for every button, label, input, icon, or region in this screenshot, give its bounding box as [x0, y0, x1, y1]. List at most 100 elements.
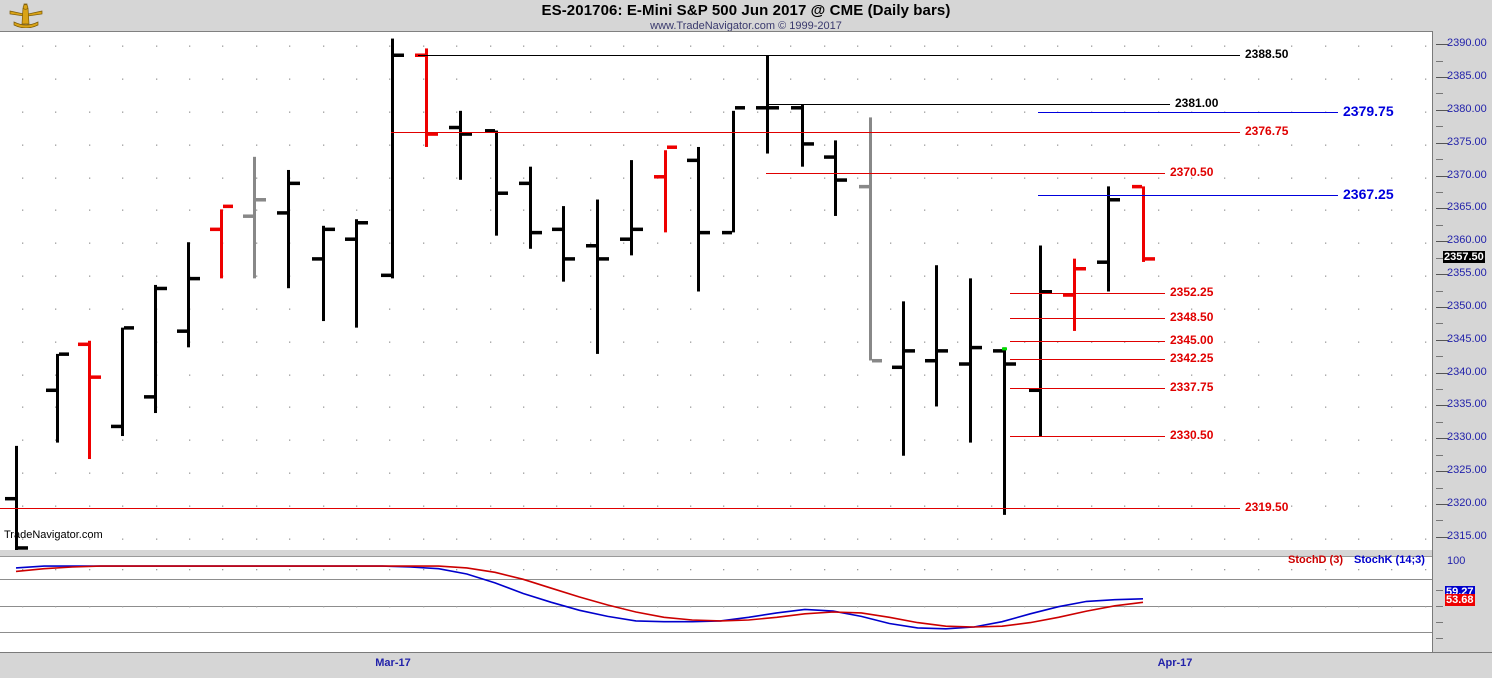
price-level-label-2381-00: 2381.00: [1175, 96, 1219, 111]
stoch-axis-label-100: 100: [1447, 555, 1466, 567]
price-axis-tick: [1436, 109, 1448, 111]
price-axis-tick: [1436, 536, 1448, 538]
ohlc-bar-body: [187, 242, 190, 348]
ohlc-bar-body: [253, 156, 256, 279]
ohlc-bar-body: [15, 445, 18, 551]
price-level-label-2345-00: 2345.00: [1170, 332, 1214, 347]
price-axis-label: 2315.00: [1447, 529, 1487, 542]
stochastic-panel[interactable]: [0, 556, 1432, 654]
price-axis-tick: [1436, 208, 1448, 210]
price-axis-tick: [1436, 471, 1448, 473]
price-axis-minor-tick: [1436, 224, 1443, 226]
price-axis-minor-tick: [1436, 257, 1443, 259]
ohlc-bar-body: [1073, 258, 1076, 331]
date-axis[interactable]: Mar-17 Apr-17: [0, 652, 1492, 678]
price-axis-label: 2360.00: [1447, 234, 1487, 247]
ohlc-bar-body: [969, 278, 972, 443]
stoch-legend-d: StochD (3): [1288, 554, 1343, 566]
price-axis-tick: [1436, 175, 1448, 177]
price-level-label-2376-75: 2376.75: [1245, 124, 1289, 139]
date-axis-label: Mar-17: [375, 657, 411, 669]
price-level-label-2367-25: 2367.25: [1343, 185, 1394, 202]
ohlc-bar-body: [1039, 245, 1042, 437]
ohlc-bar-body: [88, 340, 91, 460]
price-level-label-2352-25: 2352.25: [1170, 285, 1214, 300]
price-axis-tick: [1436, 372, 1448, 374]
ohlc-bar-body: [154, 284, 157, 414]
stoch-d-badge: 53.68: [1445, 594, 1475, 606]
price-axis-tick: [1436, 405, 1448, 407]
price-axis-tick: [1436, 142, 1448, 144]
stoch-axis-minor-tick: [1436, 606, 1443, 607]
ohlc-bar-body: [391, 38, 394, 279]
ohlc-bar-body: [902, 301, 905, 456]
ohlc-bar-body: [935, 265, 938, 407]
price-axis-minor-tick: [1436, 191, 1443, 193]
price-axis-label: 2335.00: [1447, 398, 1487, 411]
price-axis-label: 2330.00: [1447, 431, 1487, 444]
ohlc-bar-body: [596, 199, 599, 354]
price-axis-label: 2380.00: [1447, 102, 1487, 115]
price-axis-minor-tick: [1436, 126, 1443, 128]
price-level-label-2337-75: 2337.75: [1170, 380, 1214, 395]
price-axis-label: 2390.00: [1447, 37, 1487, 50]
price-axis-minor-tick: [1436, 356, 1443, 358]
ohlc-bar-body: [869, 117, 872, 361]
ohlc-bar-body: [801, 104, 804, 167]
price-axis[interactable]: 2390.00 2385.00 2380.00 2375.00 2370.00 2365.…: [1432, 31, 1492, 652]
ohlc-bars: [5, 38, 1155, 551]
ohlc-bar-body: [732, 110, 735, 233]
price-axis-minor-tick: [1436, 159, 1443, 161]
price-axis-tick: [1436, 438, 1448, 440]
price-level-label-2348-50: 2348.50: [1170, 309, 1214, 324]
price-level-lines: [0, 55, 1338, 509]
stoch-lines: [15, 565, 1144, 630]
price-level-label-2342-25: 2342.25: [1170, 350, 1214, 365]
ohlc-bar-body: [697, 146, 700, 292]
chart-subtitle: www.TradeNavigator.com © 1999-2017: [650, 20, 842, 32]
price-axis-label: 2350.00: [1447, 299, 1487, 312]
stoch-grid: [0, 569, 1432, 633]
price-axis-tick: [1436, 504, 1448, 505]
price-axis-minor-tick: [1436, 290, 1443, 292]
price-level-label-2379-75: 2379.75: [1343, 103, 1394, 120]
ohlc-bar-body: [1003, 347, 1006, 515]
price-axis-minor-tick: [1436, 421, 1443, 423]
stoch-axis-minor-tick: [1436, 590, 1443, 591]
ohlc-bar-body: [121, 327, 124, 437]
price-axis-tick: [1436, 274, 1448, 276]
stoch-line: [15, 565, 1144, 628]
ohlc-bar-body: [630, 160, 633, 256]
price-axis-label: 2320.00: [1447, 497, 1487, 509]
price-axis-tick: [1436, 306, 1448, 308]
ohlc-bar-body: [1107, 186, 1110, 292]
chart-header: ES-201706: E-Mini S&P 500 Jun 2017 @ CME…: [0, 0, 1492, 32]
ohlc-bar-body: [766, 54, 769, 154]
price-axis-label: 2370.00: [1447, 168, 1487, 181]
price-axis-tick: [1436, 44, 1448, 46]
ohlc-bar-body: [56, 353, 59, 443]
price-axis-minor-tick: [1436, 520, 1443, 522]
stoch-legend-k: StochK (14;3): [1354, 554, 1425, 566]
watermark-text: TradeNavigator.com: [4, 529, 103, 541]
price-level-label-2370-50: 2370.50: [1170, 165, 1214, 180]
price-level-label-2330-50: 2330.50: [1170, 428, 1214, 443]
ohlc-bar-body: [425, 48, 428, 147]
price-axis-tick: [1436, 241, 1448, 243]
price-axis-label: 2340.00: [1447, 365, 1487, 378]
ohlc-bar-body: [1142, 186, 1145, 262]
ohlc-bar-body: [322, 225, 325, 322]
price-panel[interactable]: TradeNavigator.com: [0, 31, 1432, 552]
ohlc-bar-body: [287, 169, 290, 289]
price-axis-label: 2355.00: [1447, 267, 1487, 280]
ohlc-bar-body: [220, 209, 223, 279]
price-level-label-2388-50: 2388.50: [1245, 46, 1289, 61]
ohlc-bar-body: [529, 166, 532, 249]
price-axis-label: 2345.00: [1447, 332, 1487, 345]
price-axis-tick: [1436, 339, 1448, 341]
stoch-axis-minor-tick: [1436, 638, 1443, 639]
price-axis-minor-tick: [1436, 487, 1443, 489]
price-axis-label: 2325.00: [1447, 464, 1487, 477]
ohlc-bar-body: [495, 130, 498, 236]
